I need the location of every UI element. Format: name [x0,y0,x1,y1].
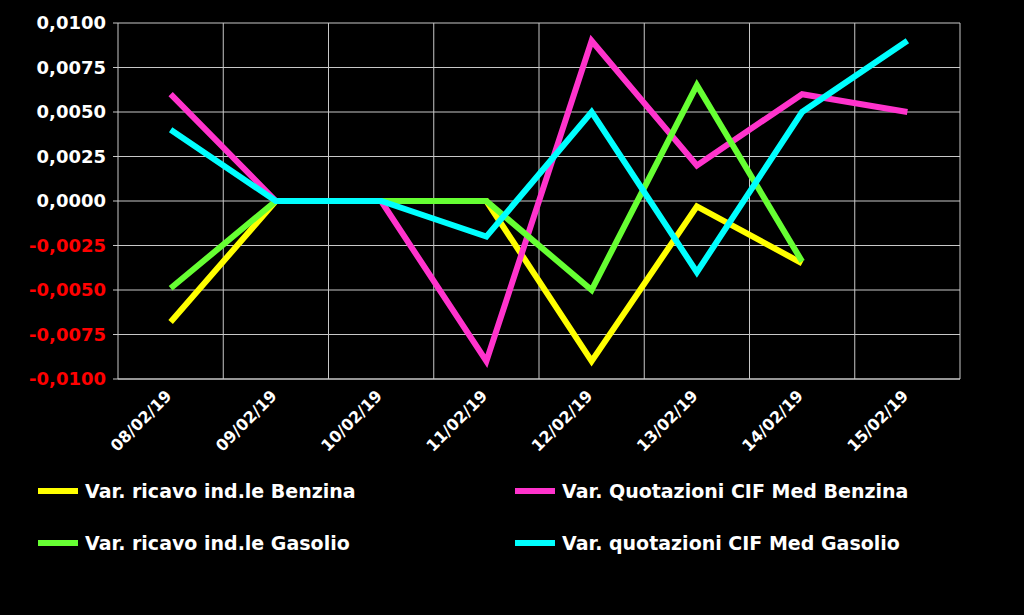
background [0,0,1024,615]
series-line [171,41,908,361]
gridline-x [749,23,750,379]
y-tick-label: -0,0050 [29,279,106,300]
y-tick-label: -0,0025 [29,235,106,256]
x-tick-label: 11/02/19 [422,386,491,455]
y-tick [113,112,118,113]
legend-label: Var. ricavo ind.le Benzina [85,480,356,502]
series-line [171,41,908,272]
y-tick [113,156,118,157]
y-tick [113,245,118,246]
y-tick-label: 0,0000 [37,190,106,211]
x-tick-label: 12/02/19 [528,386,597,455]
series-line [171,201,803,361]
plot-area [171,41,908,361]
legend-label: Var. Quotazioni CIF Med Benzina [562,480,908,502]
x-axis [118,379,960,380]
y-tick-label: -0,0075 [29,324,106,345]
y-tick-label: 0,0100 [37,12,106,33]
legend-swatch [515,488,555,494]
y-tick [113,23,118,24]
y-tick [113,201,118,202]
gridline-x [223,23,224,379]
legend-swatch [38,540,78,546]
legend-swatch [515,540,555,546]
y-tick [113,67,118,68]
gridline-x [960,23,961,379]
y-tick-label: 0,0025 [37,146,106,167]
y-tick-label: 0,0050 [37,101,106,122]
x-tick-label: 08/02/19 [107,386,176,455]
legend-label: Var. quotazioni CIF Med Gasolio [562,532,900,554]
x-tick-label: 14/02/19 [738,386,807,455]
gridline-x [644,23,645,379]
legend-label: Var. ricavo ind.le Gasolio [85,532,350,554]
chart: -0,0100 -0,0075 -0,0050 -0,0025 0,0000 0,0025… [0,0,1024,615]
y-tick-label: -0,0100 [29,368,106,389]
y-tick [113,290,118,291]
gridline-y [118,379,960,380]
x-tick-label: 09/02/19 [212,386,281,455]
y-tick [113,334,118,335]
y-tick-label: 0,0075 [37,57,106,78]
legend-swatch [38,488,78,494]
y-tick [113,379,118,380]
x-tick-label: 13/02/19 [633,386,702,455]
x-tick-label: 10/02/19 [317,386,386,455]
x-tick-label: 15/02/19 [843,386,912,455]
